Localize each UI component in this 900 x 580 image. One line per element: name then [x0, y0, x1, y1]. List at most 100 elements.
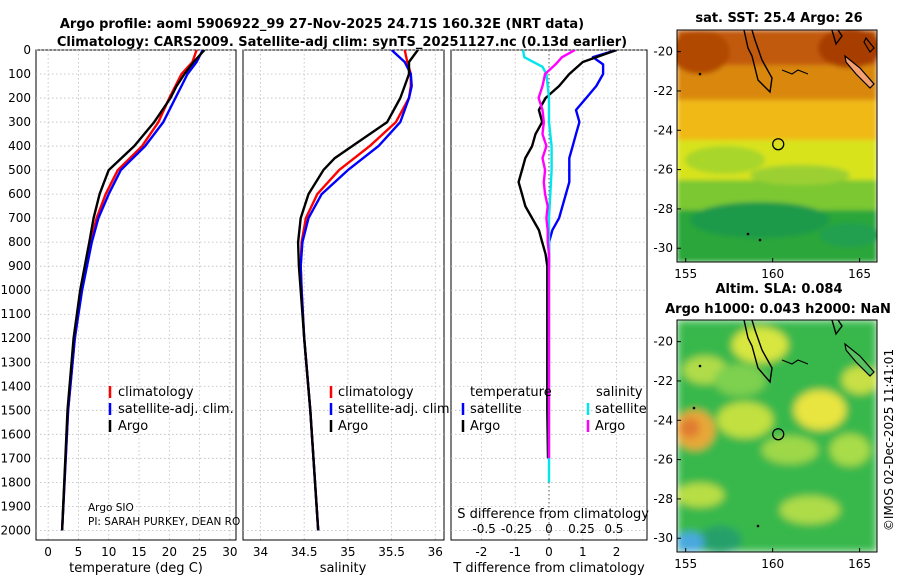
y-tick-label: 800: [8, 235, 31, 249]
secondary-tick-label: -0.5: [472, 522, 495, 536]
sst-map-box: [676, 29, 878, 263]
sla-map-title: Altim. SLA: 0.084: [716, 282, 843, 297]
difference-legend: temperature salinity satellite Argo sate…: [461, 385, 647, 434]
difference-xlabel: T difference from climatology: [452, 561, 645, 576]
sla-map-subtitle: Argo h1000: 0.043 h2000: NaN: [665, 302, 891, 317]
sst-map-title: sat. SST: 25.4 Argo: 26: [695, 11, 862, 26]
map-x-tick-label: 155: [674, 267, 697, 281]
map-x-tick-label: 160: [761, 267, 784, 281]
series-line-argo: [296, 50, 419, 531]
legend-label-climatology: climatology: [338, 385, 414, 400]
y-tick-label: 1400: [0, 379, 31, 393]
temperature-xlabel: temperature (deg C): [69, 561, 203, 576]
y-tick-label: 1700: [0, 451, 31, 465]
difference-panel: -2 -1 0 1 2 -0.5 -0.25 0 0.25 0.5 T difference fr…: [450, 49, 649, 576]
map-y-tick-label: -20: [653, 335, 673, 349]
y-tick-label: 1500: [0, 403, 31, 417]
sla-map: Altim. SLA: 0.084 Argo h1000: 0.043 h200…: [653, 282, 890, 571]
difference-secondary-label: S difference from climatology: [457, 507, 649, 522]
y-tick-label: 300: [8, 115, 31, 129]
title-line-1: Argo profile: aoml 5906922_99 27-Nov-202…: [60, 17, 584, 32]
x-tick-label: 15: [131, 545, 146, 559]
x-tick-label: 35.5: [378, 545, 405, 559]
x-tick-label: 5: [75, 545, 83, 559]
secondary-tick-label: 0: [545, 522, 553, 536]
secondary-tick-label: -0.25: [501, 522, 532, 536]
y-tick-label: 200: [8, 91, 31, 105]
legend-label-temp-satellite: satellite: [470, 402, 522, 417]
series-line-satellite-adj-clim: [60, 50, 204, 531]
map-y-tick-label: -20: [653, 45, 673, 59]
y-tick-label: 1200: [0, 331, 31, 345]
temperature-ticks: 0100200300400500600700800900100011001200…: [0, 43, 237, 559]
salinity-legend: climatology satellite-adj. clim. Argo: [329, 385, 454, 434]
x-tick-label: 20: [162, 545, 177, 559]
x-tick-label: 0: [545, 545, 553, 559]
map-x-tick-label: 160: [761, 557, 784, 571]
x-tick-label: 25: [192, 545, 207, 559]
sla-field: [677, 320, 877, 552]
series-line-salinity-argo: [537, 50, 576, 459]
legend-label-climatology: climatology: [118, 385, 194, 400]
legend-label-satellite: satellite-adj. clim.: [118, 402, 234, 417]
x-tick-label: 35: [340, 545, 355, 559]
x-tick-label: 36: [428, 545, 443, 559]
map-x-tick-label: 155: [674, 557, 697, 571]
map-x-tick-label: 165: [848, 557, 871, 571]
y-tick-label: 700: [8, 211, 31, 225]
salinity-grid: [243, 49, 444, 540]
sst-map: sat. SST: 25.4 Argo: 26: [653, 11, 878, 281]
difference-ticks: -2 -1 0 1 2 -0.5 -0.25 0 0.25 0.5: [472, 522, 623, 559]
y-tick-label: 900: [8, 259, 31, 273]
map-y-tick-label: -30: [653, 241, 673, 255]
y-tick-label: 1000: [0, 283, 31, 297]
sst-map-ticks: 155 160 165 -20 -22 -24 -26 -28 -30: [653, 45, 871, 281]
x-tick-label: -2: [475, 545, 487, 559]
map-y-tick-label: -26: [653, 163, 673, 177]
x-tick-label: 30: [222, 545, 237, 559]
x-tick-label: 34: [253, 545, 268, 559]
series-line-temperature-argo: [517, 50, 618, 459]
argo-position-marker: [772, 428, 785, 441]
map-y-tick-label: -26: [653, 453, 673, 467]
map-y-tick-label: -28: [653, 202, 673, 216]
map-y-tick-label: -22: [653, 84, 673, 98]
x-tick-label: 1: [579, 545, 587, 559]
legend-label-argo: Argo: [118, 419, 148, 434]
salinity-xlabel: salinity: [320, 561, 367, 576]
y-tick-label: 1600: [0, 427, 31, 441]
legend-label-temp-argo: Argo: [470, 419, 500, 434]
sst-field: [677, 30, 877, 262]
argo-position-marker: [772, 138, 785, 151]
legend-label-sal-satellite: satellite: [595, 402, 647, 417]
y-tick-label: 1900: [0, 499, 31, 513]
legend-header-salinity: salinity: [596, 385, 643, 400]
y-tick-label: 600: [8, 187, 31, 201]
legend-header-temperature: temperature: [470, 385, 552, 400]
legend-label-satellite: satellite-adj. clim.: [338, 402, 454, 417]
y-tick-label: 500: [8, 163, 31, 177]
y-tick-label: 400: [8, 139, 31, 153]
map-y-tick-label: -24: [653, 413, 673, 427]
y-tick-label: 1800: [0, 475, 31, 489]
temperature-series: [60, 50, 206, 531]
sla-map-box: [676, 319, 878, 553]
y-tick-label: 1100: [0, 307, 31, 321]
secondary-tick-label: 0.25: [568, 522, 595, 536]
legend-label-sal-argo: Argo: [595, 419, 625, 434]
x-tick-label: 0: [44, 545, 52, 559]
map-x-tick-label: 165: [848, 267, 871, 281]
credit-argo: Argo SIO: [88, 502, 134, 514]
salinity-series: [296, 50, 419, 531]
x-tick-label: 2: [613, 545, 621, 559]
salinity-panel: 34 34.5 35 35.5 36 salinity climatology sate…: [242, 49, 454, 576]
salinity-axes-box: [242, 49, 445, 541]
series-line-argo: [60, 50, 206, 531]
y-tick-label: 1300: [0, 355, 31, 369]
map-y-tick-label: -24: [653, 123, 673, 137]
legend-label-argo: Argo: [338, 419, 368, 434]
secondary-tick-label: 0.5: [604, 522, 623, 536]
x-tick-label: 10: [101, 545, 116, 559]
title-line-2: Climatology: CARS2009. Satellite-adj cli…: [57, 35, 627, 50]
